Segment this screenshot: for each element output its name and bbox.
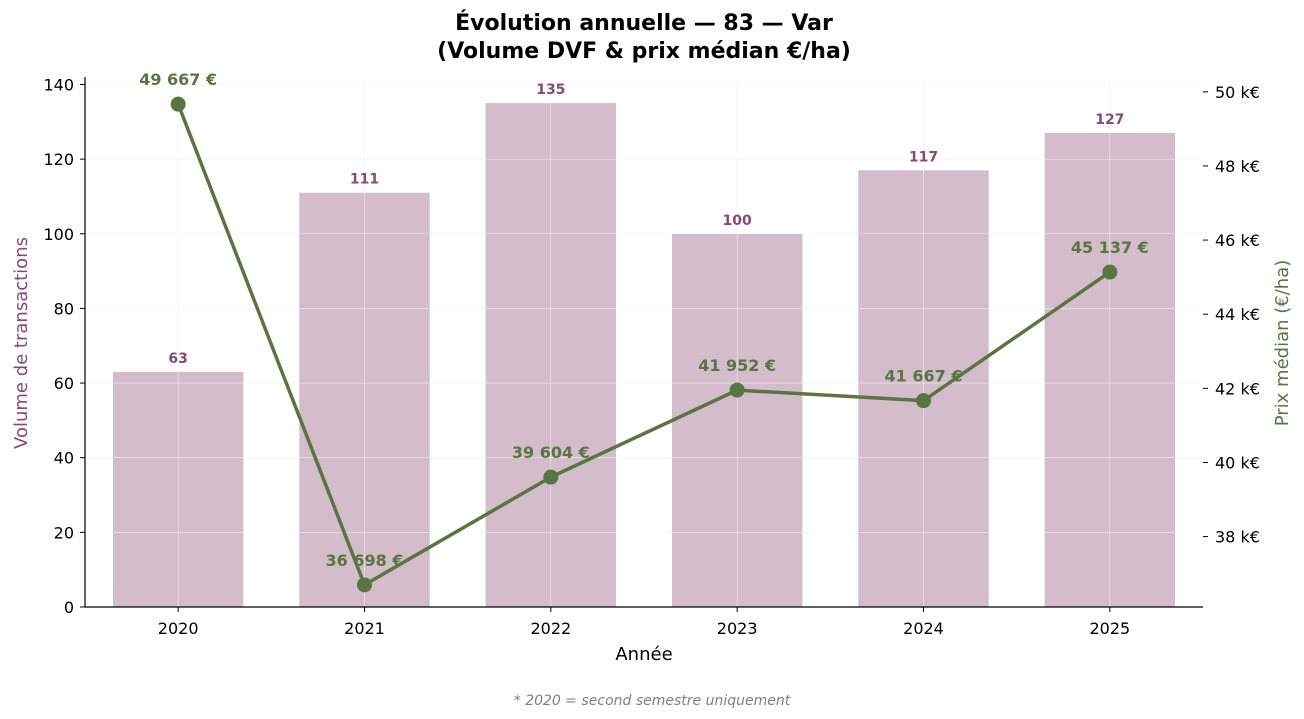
x-tick-label: 2024 — [903, 619, 944, 638]
y-left-tick-label: 0 — [64, 598, 74, 617]
x-tick-label: 2022 — [530, 619, 571, 638]
price-point — [729, 382, 745, 398]
price-line-path — [176, 103, 1111, 587]
price-value-label: 41 952 € — [698, 356, 776, 375]
price-value-label: 39 604 € — [512, 443, 590, 462]
chart-title-line1: Évolution annuelle — 83 — Var — [455, 10, 833, 36]
x-tick-label: 2023 — [717, 619, 758, 638]
bar-labels: 63 111 135 100 117 127 — [168, 82, 1124, 367]
bar-value-label: 135 — [536, 82, 565, 98]
y-axis-left-title: Volume de transactions — [11, 237, 32, 449]
bar-value-label: 63 — [168, 351, 187, 367]
price-value-label: 41 667 € — [885, 367, 963, 386]
bars — [85, 77, 1203, 608]
bar-value-label: 127 — [1095, 112, 1124, 128]
price-value-label: 45 137 € — [1071, 238, 1149, 257]
price-labels: 49 667 € 36 698 € 39 604 € 41 952 € 41 667 €… — [139, 70, 1149, 570]
price-point — [170, 96, 186, 112]
axes — [84, 77, 1203, 608]
y-left-tick-label: 120 — [43, 150, 74, 169]
y-right-tick-label: 38 k€ — [1215, 528, 1260, 547]
footnote: * 2020 = second semestre uniquement — [514, 693, 791, 709]
price-point — [916, 393, 931, 409]
price-point — [1102, 264, 1118, 280]
bar-value-label: 117 — [909, 149, 938, 165]
price-line — [170, 96, 1118, 593]
y-left-tick-label: 140 — [43, 75, 74, 94]
y-right-tick-label: 42 k€ — [1215, 379, 1260, 398]
bar-value-label: 100 — [723, 213, 752, 229]
y-right-tick-label: 50 k€ — [1215, 83, 1260, 102]
price-point — [357, 577, 372, 593]
y-right-tick-label: 44 k€ — [1215, 305, 1260, 324]
y-axis-right-title: Prix médian (€/ha) — [1272, 260, 1293, 427]
y-left-tick-label: 20 — [54, 523, 74, 542]
price-value-label: 36 698 € — [326, 551, 404, 570]
price-point — [543, 469, 559, 485]
price-value-label: 49 667 € — [139, 70, 217, 89]
y-left-tick-label: 80 — [54, 299, 74, 318]
chart-title-line2: (Volume DVF & prix médian €/ha) — [437, 39, 851, 64]
y-left-tick-label: 60 — [54, 374, 74, 393]
x-tick-label: 2020 — [158, 619, 199, 638]
x-tick-label: 2025 — [1089, 619, 1130, 638]
y-right-tick-label: 46 k€ — [1215, 231, 1260, 250]
y-right-tick-label: 40 k€ — [1215, 453, 1260, 472]
right-axis-ticks: 38 k€ 40 k€ 42 k€ 44 k€ 46 k€ 48 k€ 50 k€ — [1203, 83, 1260, 547]
y-left-tick-label: 100 — [43, 225, 74, 244]
left-axis-ticks: 0 20 40 60 80 100 120 140 — [43, 75, 85, 617]
x-axis-ticks: 2020 2021 2022 2023 2024 2025 — [158, 607, 1130, 638]
y-right-tick-label: 48 k€ — [1215, 157, 1260, 176]
x-tick-label: 2021 — [344, 619, 385, 638]
grid — [85, 77, 1203, 608]
bar-value-label: 111 — [350, 172, 379, 188]
x-axis-title: Année — [615, 644, 672, 665]
y-left-tick-label: 40 — [54, 449, 74, 468]
